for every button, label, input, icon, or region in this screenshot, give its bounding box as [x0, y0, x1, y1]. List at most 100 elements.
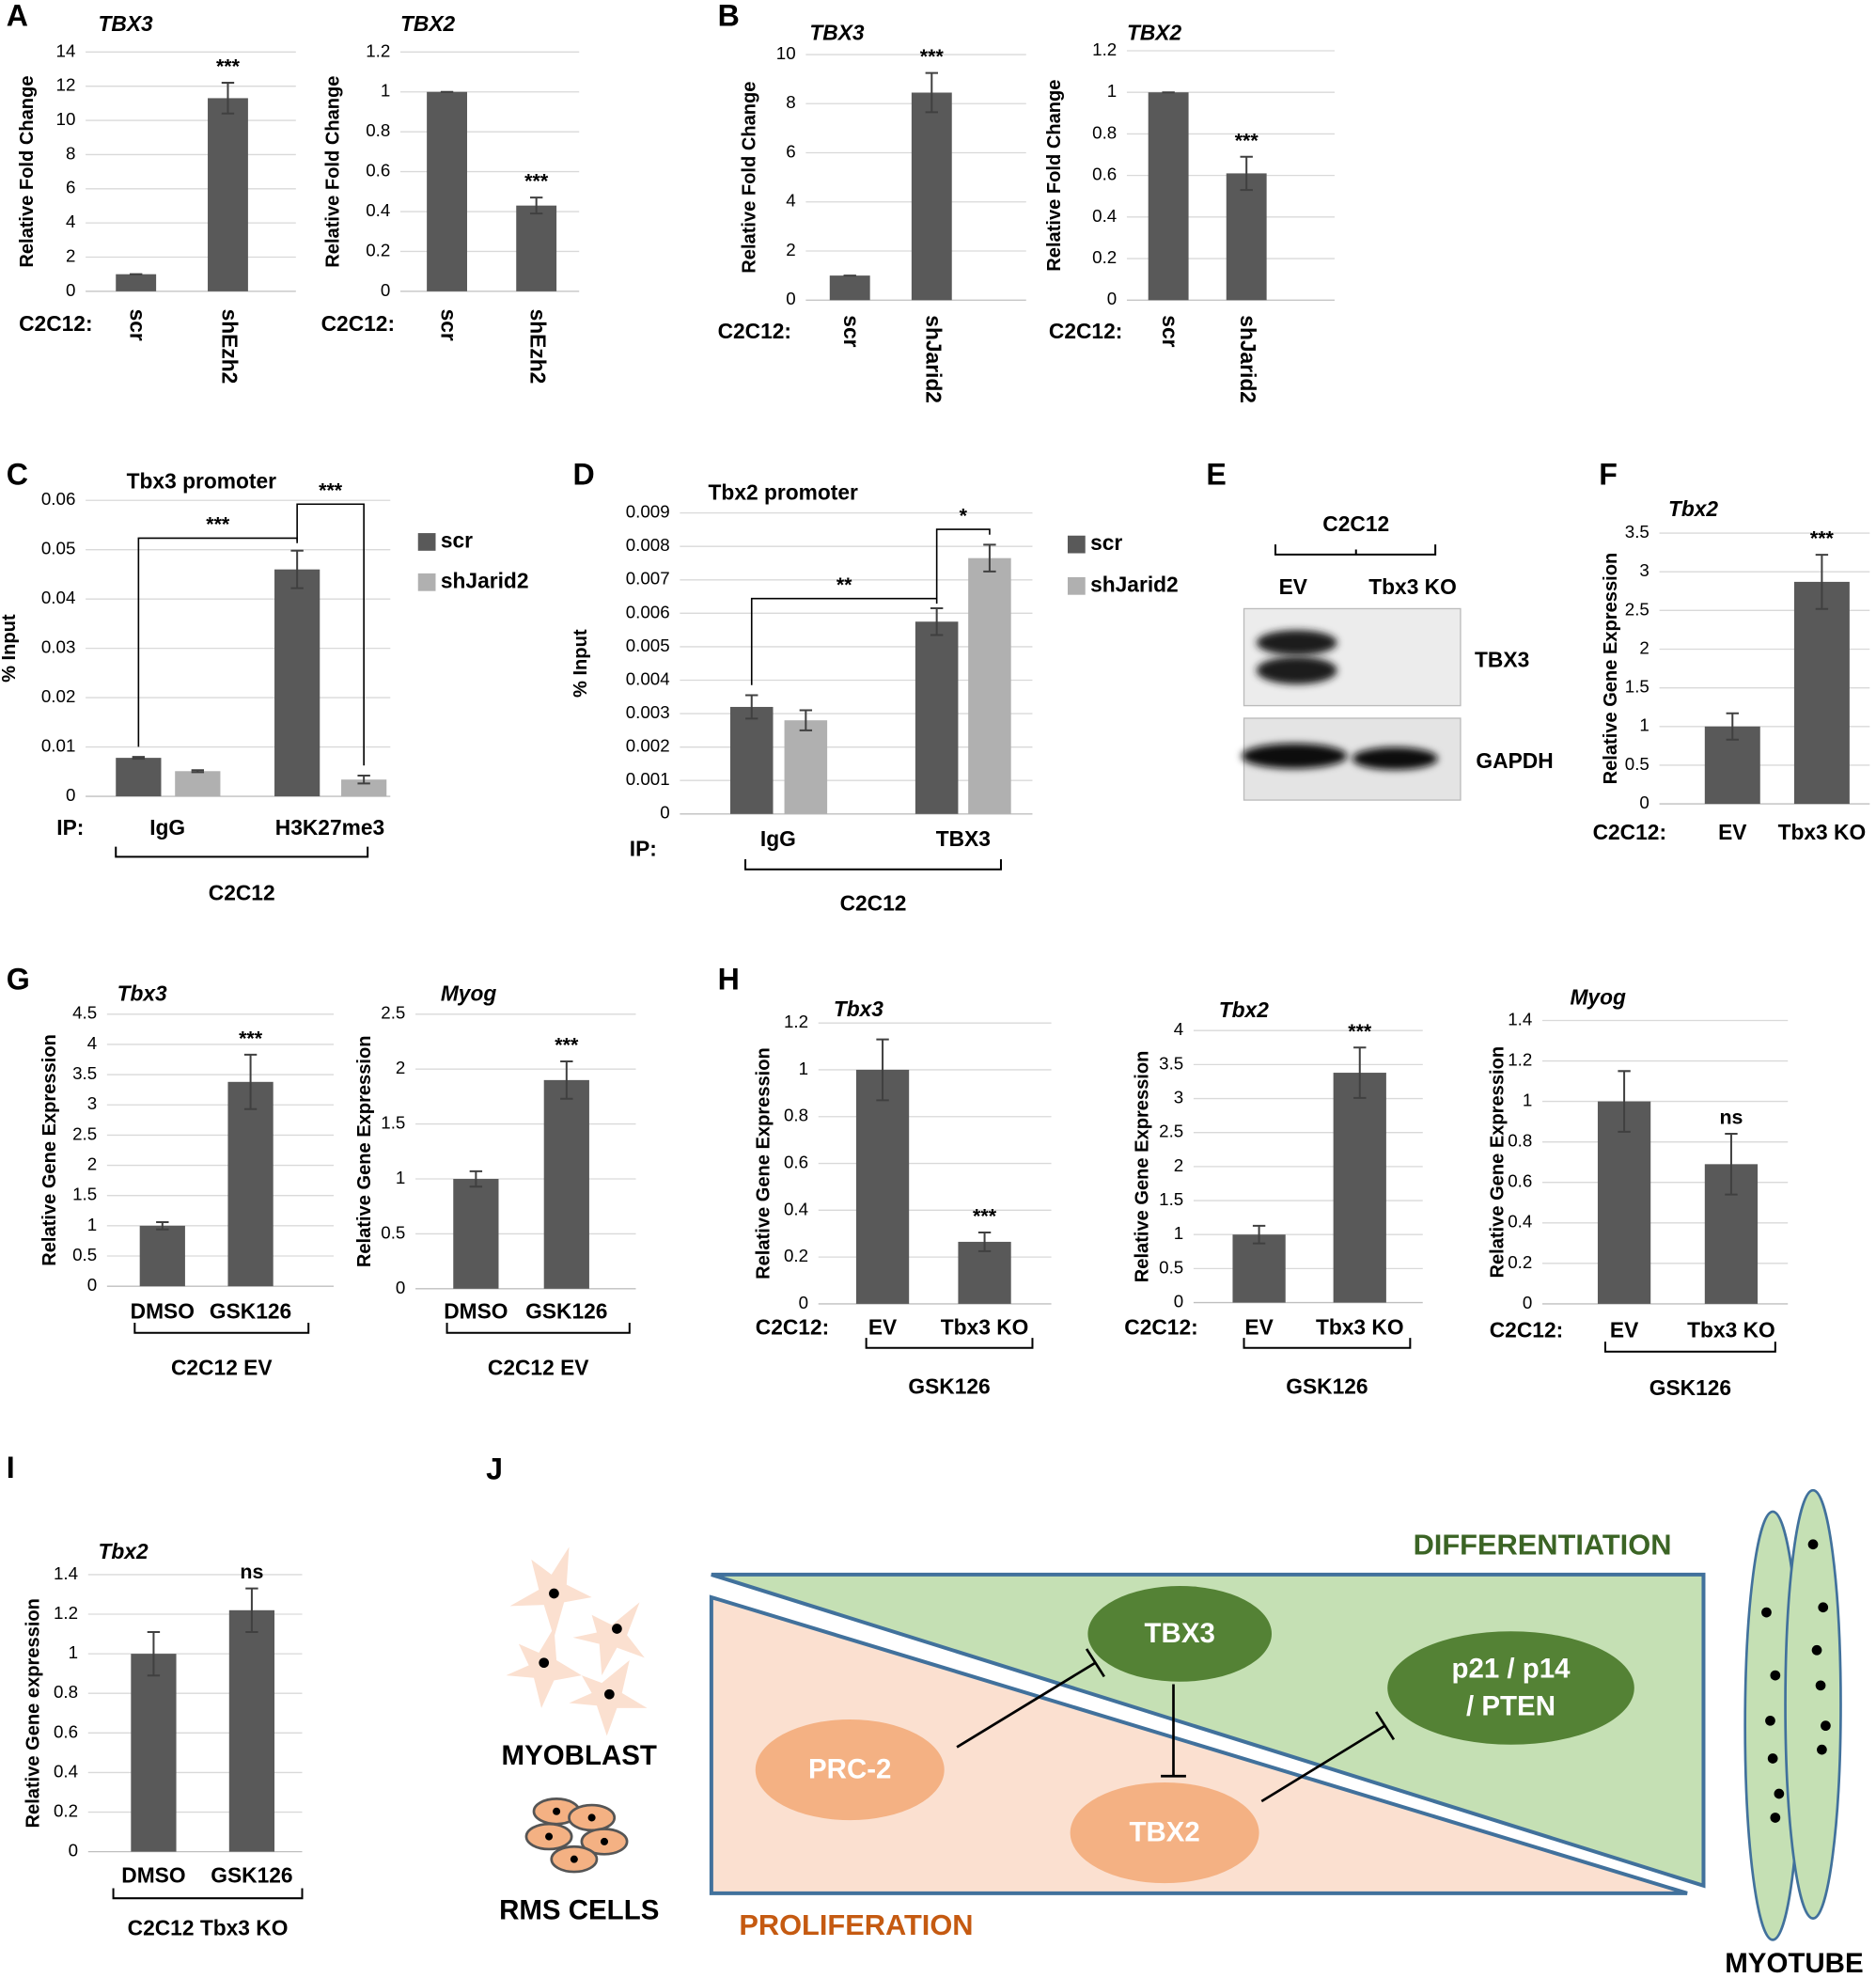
y-tick-label: 0.4 — [1092, 206, 1117, 226]
chart-title: TBX2 — [400, 11, 456, 36]
significance-label: *** — [206, 513, 230, 536]
legend-label: scr — [1090, 530, 1122, 555]
y-tick-label: 2.5 — [1625, 599, 1649, 619]
y-tick-label: 0.5 — [1625, 754, 1649, 774]
significance-label: *** — [239, 1027, 263, 1049]
group-label: C2C12 Tbx3 KO — [128, 1916, 289, 1940]
panel-label: B — [718, 0, 740, 33]
y-tick-label: 0.2 — [54, 1800, 78, 1820]
y-axis-label: Relative Fold Change — [17, 76, 38, 268]
nuclei — [1761, 1539, 1831, 1823]
y-tick-label: 2 — [87, 1154, 97, 1173]
node — [1070, 1782, 1259, 1884]
group-bracket — [865, 1338, 1034, 1349]
bar — [116, 274, 157, 291]
significance-bracket — [137, 537, 298, 747]
group-bracket — [115, 846, 369, 858]
y-tick-label: 1.2 — [366, 40, 390, 60]
y-tick-label: 0.009 — [626, 502, 670, 522]
node-label: TBX2 — [1129, 1817, 1199, 1848]
node-label: TBX3 — [1145, 1618, 1215, 1649]
y-tick-label: 2 — [1174, 1155, 1183, 1175]
top-label: DIFFERENTIATION — [1414, 1529, 1672, 1562]
diagram: J DIFFERENTIATION PROLIFERATION TBX3 PRC… — [486, 1452, 1864, 1978]
error-bar — [469, 1170, 483, 1188]
panel-label: J — [486, 1452, 503, 1486]
y-tick-label: 1.2 — [54, 1603, 78, 1623]
bar — [116, 758, 162, 797]
y-tick-label: 4 — [786, 191, 795, 211]
legend-swatch — [417, 533, 436, 551]
panel-label: I — [7, 1451, 15, 1484]
y-tick-label: 4.5 — [72, 1003, 97, 1023]
y-tick-label: 0.4 — [54, 1761, 78, 1781]
category-axis-label: C2C12: — [1049, 319, 1122, 343]
y-tick-label: 3 — [1174, 1087, 1183, 1107]
x-tick-label: scr — [126, 309, 150, 341]
error-bar — [1725, 1133, 1738, 1196]
error-bar — [290, 549, 304, 589]
bar — [427, 91, 467, 291]
y-tick-label: 0.4 — [366, 200, 390, 220]
x-tick-label: EV — [868, 1315, 898, 1340]
y-tick-label: 2 — [786, 240, 795, 259]
panel-label: G — [7, 962, 30, 996]
chart-title: Tbx2 — [1668, 496, 1718, 521]
bar — [274, 569, 320, 797]
y-tick-label: 2.5 — [1159, 1122, 1183, 1141]
y-tick-label: 14 — [56, 40, 76, 60]
error-bar — [1240, 155, 1253, 192]
y-tick-label: 1 — [1523, 1091, 1532, 1110]
bottom-label: PROLIFERATION — [739, 1908, 973, 1941]
category-axis-label: IP: — [630, 837, 657, 861]
proliferation-wedge — [709, 1594, 1688, 1895]
blot-title: C2C12 — [1322, 511, 1389, 536]
y-tick-label: 0 — [660, 803, 669, 823]
y-tick-label: 0.6 — [1092, 165, 1117, 184]
y-tick-label: 1 — [1639, 715, 1649, 735]
y-axis-label: Relative Gene Expression — [753, 1047, 774, 1279]
y-tick-label: 3 — [87, 1093, 97, 1113]
y-axis-label: Relative Gene expression — [23, 1598, 43, 1828]
bar — [1148, 92, 1189, 301]
lane-label: Tbx3 KO — [1368, 574, 1457, 599]
blot-band — [1352, 746, 1438, 770]
y-tick-label: 0 — [69, 1841, 78, 1860]
significance-label: *** — [555, 1034, 579, 1057]
bar — [1232, 1234, 1286, 1303]
y-tick-label: 1.5 — [1159, 1189, 1183, 1209]
x-tick-label: DMSO — [131, 1298, 195, 1323]
x-tick-label: H3K27me3 — [275, 815, 384, 840]
y-tick-label: 0.6 — [366, 161, 390, 181]
y-tick-label: 0.8 — [54, 1682, 78, 1702]
bar — [958, 1241, 1011, 1304]
significance-label: *** — [1348, 1020, 1372, 1043]
y-axis-label: Relative Gene Expression — [39, 1034, 60, 1266]
significance-label: ns — [1719, 1107, 1743, 1129]
group-label: GSK126 — [908, 1374, 990, 1399]
y-tick-label: 0.6 — [54, 1721, 78, 1741]
x-tick-label: GSK126 — [211, 1862, 292, 1887]
node-label: p21 / p14 — [1451, 1654, 1571, 1685]
y-axis-label: Relative Gene Expression — [1601, 553, 1621, 785]
y-tick-label: 2 — [1639, 637, 1649, 657]
error-bar — [357, 775, 370, 785]
significance-label: *** — [216, 55, 241, 78]
x-tick-label: IgG — [760, 826, 796, 851]
significance-label: *** — [524, 170, 549, 193]
y-tick-label: 1 — [1107, 81, 1117, 101]
significance-label: ** — [836, 573, 852, 596]
significance-bracket — [750, 597, 938, 685]
group-label: C2C12 — [209, 881, 275, 905]
y-axis-label: Relative Gene Expression — [1487, 1046, 1508, 1279]
group-label: GSK126 — [1649, 1375, 1731, 1400]
y-tick-label: 0.8 — [366, 120, 390, 140]
panel-label: E — [1206, 457, 1226, 491]
node-label: / PTEN — [1466, 1691, 1556, 1722]
chart-title: Tbx2 — [98, 1539, 148, 1563]
node — [755, 1719, 945, 1821]
node — [1087, 1585, 1272, 1682]
chart-title: TBX2 — [1127, 21, 1182, 45]
y-tick-label: 3 — [1639, 560, 1649, 580]
bar — [829, 275, 870, 301]
